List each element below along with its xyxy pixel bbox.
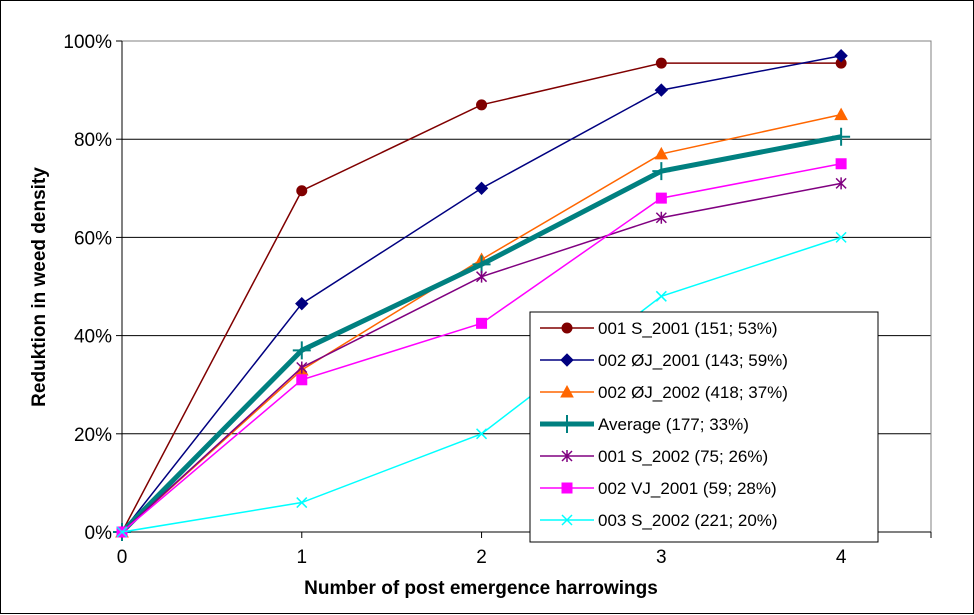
legend-item: 003 S_2002 (221; 20%) <box>540 511 778 530</box>
legend-item: 002 VJ_2001 (59; 28%) <box>540 479 777 498</box>
x-axis-title: Number of post emergence harrowings <box>304 578 658 599</box>
legend-label: 002 ØJ_2001 (143; 59%) <box>598 351 788 370</box>
data-point-marker <box>835 177 847 190</box>
x-tick-label: 0 <box>117 547 128 568</box>
series-layer <box>113 49 851 541</box>
data-point-marker <box>654 146 669 160</box>
legend-item: Average (177; 33%) <box>540 415 749 434</box>
data-point-marker <box>652 162 671 181</box>
data-point-marker <box>296 497 308 509</box>
data-point-marker <box>560 384 574 398</box>
data-point-marker <box>832 127 851 146</box>
data-point-marker <box>655 211 667 224</box>
x-tick-labels: 0 1 2 3 4 <box>117 547 847 568</box>
y-tick-label: 60% <box>74 228 112 249</box>
data-point-marker <box>835 158 847 170</box>
x-tick-label: 1 <box>296 547 307 568</box>
legend-item: 002 ØJ_2001 (143; 59%) <box>540 351 788 370</box>
series-7 <box>116 231 847 538</box>
legend-box <box>529 311 879 543</box>
data-point-marker <box>558 415 576 433</box>
data-point-marker <box>476 99 488 111</box>
data-point-marker <box>116 526 128 538</box>
y-tick-label: 20% <box>74 425 112 446</box>
data-point-marker <box>561 514 573 526</box>
data-point-marker <box>655 192 667 204</box>
legend-item: 001 S_2001 (151; 53%) <box>540 319 778 338</box>
data-point-marker <box>472 255 491 274</box>
y-tick-label: 80% <box>74 130 112 151</box>
y-axis-title: Reduktion in weed density <box>29 167 50 407</box>
data-point-marker <box>561 450 573 462</box>
y-tick-label: 40% <box>74 327 112 348</box>
data-point-marker <box>561 322 573 334</box>
data-point-marker <box>560 353 574 367</box>
data-point-marker <box>296 374 308 386</box>
y-tick-label: 100% <box>63 32 112 53</box>
data-point-marker <box>476 270 488 283</box>
legend-item: 001 S_2002 (75; 26%) <box>540 447 768 466</box>
data-point-marker <box>295 296 309 311</box>
legend-label: 002 ØJ_2002 (418; 37%) <box>598 383 788 402</box>
data-point-marker <box>654 83 669 97</box>
data-point-marker <box>561 482 573 494</box>
data-point-marker <box>296 185 308 197</box>
legend-label: 001 S_2002 (75; 26%) <box>598 447 768 466</box>
x-tick-label: 2 <box>476 547 487 568</box>
data-point-marker <box>292 341 311 360</box>
data-point-marker <box>474 181 489 196</box>
legend: 001 S_2001 (151; 53%) 002 ØJ_2001 (143; 5… <box>529 311 879 543</box>
data-point-marker <box>655 290 667 302</box>
data-point-marker <box>655 57 667 69</box>
y-tick-label: 0% <box>85 523 113 544</box>
data-point-marker <box>834 107 848 121</box>
x-tick-label: 3 <box>656 547 667 568</box>
legend-label: 003 S_2002 (221; 20%) <box>598 511 778 530</box>
data-point-marker <box>296 361 308 374</box>
legend-item: 002 ØJ_2002 (418; 37%) <box>540 383 788 402</box>
data-point-marker <box>476 428 488 440</box>
legend-label: 002 VJ_2001 (59; 28%) <box>598 479 777 498</box>
y-tick-labels: 0% 20% 40% 60% 80% 100% <box>63 32 112 544</box>
legend-label: 001 S_2001 (151; 53%) <box>598 319 778 338</box>
data-point-marker <box>834 49 848 63</box>
x-tick-label: 4 <box>836 547 847 568</box>
legend-label: Average (177; 33%) <box>598 415 749 434</box>
data-point-marker <box>835 231 847 243</box>
data-point-marker <box>476 317 488 329</box>
